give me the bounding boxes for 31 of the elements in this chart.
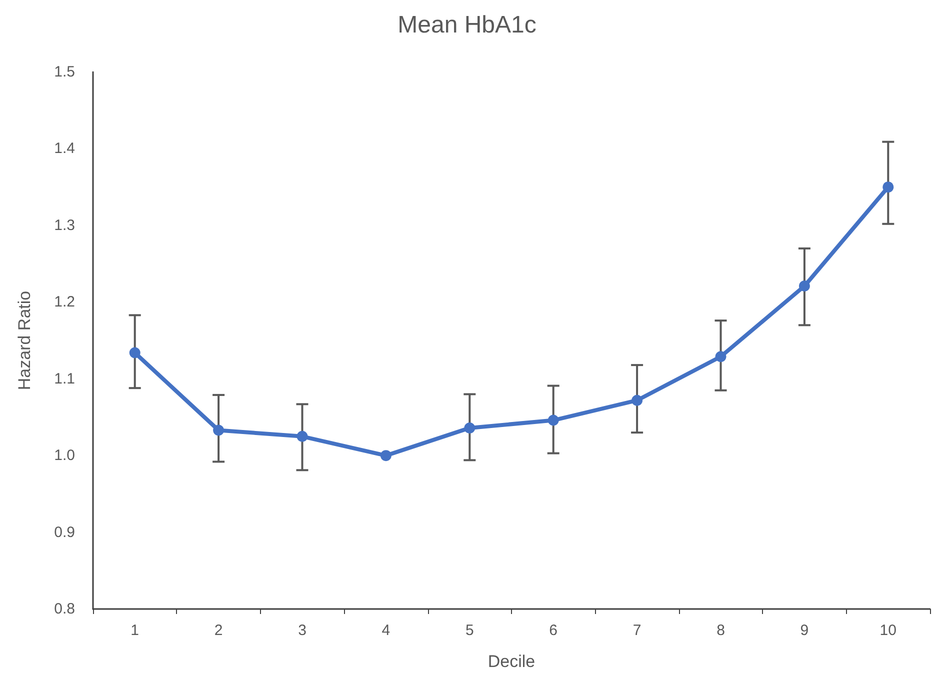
y-tick-label: 1.0 — [54, 447, 75, 464]
point — [380, 450, 392, 462]
y-tick-label: 0.9 — [54, 524, 75, 541]
y-tick-label: 1.5 — [54, 64, 75, 80]
x-tick-label: 9 — [800, 622, 809, 639]
point — [548, 414, 559, 426]
y-tick-label: 0.8 — [54, 600, 75, 618]
x-tick-label: 1 — [130, 622, 140, 639]
point — [129, 347, 140, 358]
x-tick-label: 4 — [382, 622, 390, 639]
point — [464, 422, 476, 434]
x-tick-label: 2 — [214, 622, 223, 639]
x-tick-label: 6 — [549, 622, 558, 639]
chart-title: Mean HbA1c — [398, 12, 536, 38]
point — [882, 182, 894, 193]
x-tick-label: 10 — [880, 622, 896, 639]
y-tick-label: 1.4 — [54, 140, 75, 158]
point — [715, 351, 726, 362]
x-tick-label: 8 — [716, 622, 725, 639]
y-tick-label: 1.1 — [54, 370, 75, 388]
point — [632, 394, 643, 406]
point — [798, 280, 810, 292]
x-tick-label: 5 — [465, 622, 474, 639]
point — [296, 430, 308, 442]
y-tick-label: 1.3 — [54, 216, 75, 234]
x-tick-label: 3 — [298, 622, 306, 639]
x-tick-label: 7 — [632, 622, 642, 639]
y-tick-label: 1.2 — [54, 294, 75, 311]
y-axis-title: Hazard Ratio — [15, 290, 34, 390]
x-axis-title: Decile — [488, 652, 536, 671]
point — [213, 424, 224, 436]
